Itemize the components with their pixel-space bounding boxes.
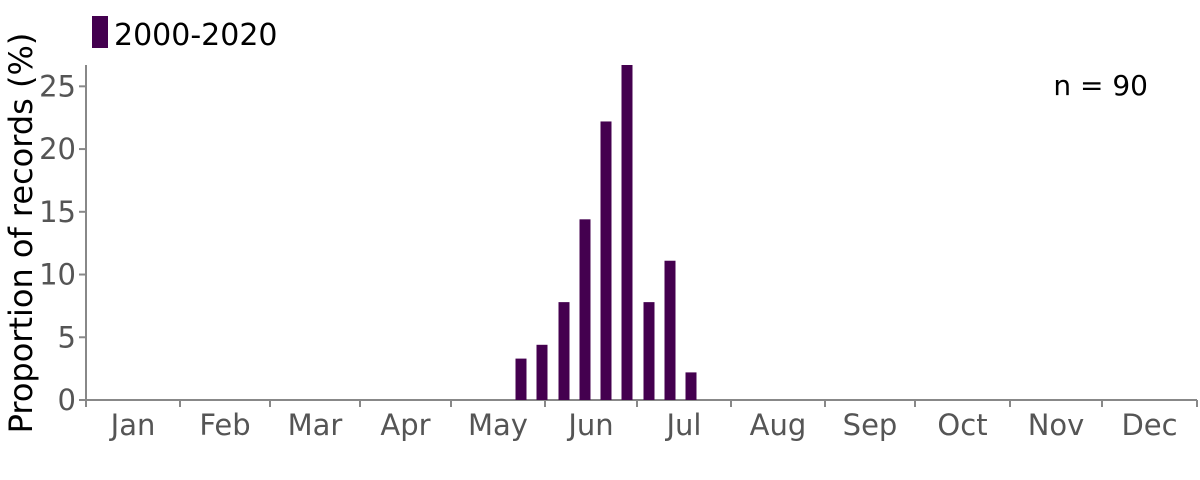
bar xyxy=(643,302,655,400)
x-tick-label: Jul xyxy=(665,408,702,442)
bar xyxy=(515,358,527,400)
x-tick-label: Sep xyxy=(843,408,898,442)
bar xyxy=(536,344,548,400)
x-tick-label: Mar xyxy=(288,408,343,442)
bar xyxy=(664,260,676,400)
legend: 2000-2020 xyxy=(92,16,278,53)
y-tick-label: 5 xyxy=(58,320,76,354)
y-axis: 0 5 10 15 20 25 xyxy=(39,65,87,417)
x-tick-label: Apr xyxy=(380,408,430,442)
y-tick-label: 25 xyxy=(39,69,76,103)
legend-swatch xyxy=(92,16,108,48)
legend-label: 2000-2020 xyxy=(114,18,278,53)
sample-size-annotation: n = 90 xyxy=(1053,69,1148,102)
bar xyxy=(685,372,697,400)
x-tick-label: Aug xyxy=(750,408,807,442)
x-tick-label: Feb xyxy=(199,408,250,442)
x-tick-label: Jan xyxy=(109,408,156,442)
x-tick-label: Oct xyxy=(937,408,987,442)
bar xyxy=(558,302,570,400)
y-tick-label: 20 xyxy=(39,132,76,166)
x-tick-label: Nov xyxy=(1028,408,1085,442)
bars xyxy=(515,65,697,401)
x-axis: Jan Feb Mar Apr May Jun Jul Aug Sep Oct Nov Dec xyxy=(85,399,1198,442)
y-tick-label: 15 xyxy=(39,195,76,229)
x-tick-label: Jun xyxy=(566,408,613,442)
y-tick-label: 0 xyxy=(58,383,76,417)
bar xyxy=(600,121,612,401)
x-tick-label: May xyxy=(468,408,528,442)
y-tick-label: 10 xyxy=(39,258,76,292)
bar xyxy=(579,219,591,400)
x-tick-label: Dec xyxy=(1121,408,1177,442)
y-axis-title: Proportion of records (%) xyxy=(2,33,40,434)
bar xyxy=(621,65,633,400)
